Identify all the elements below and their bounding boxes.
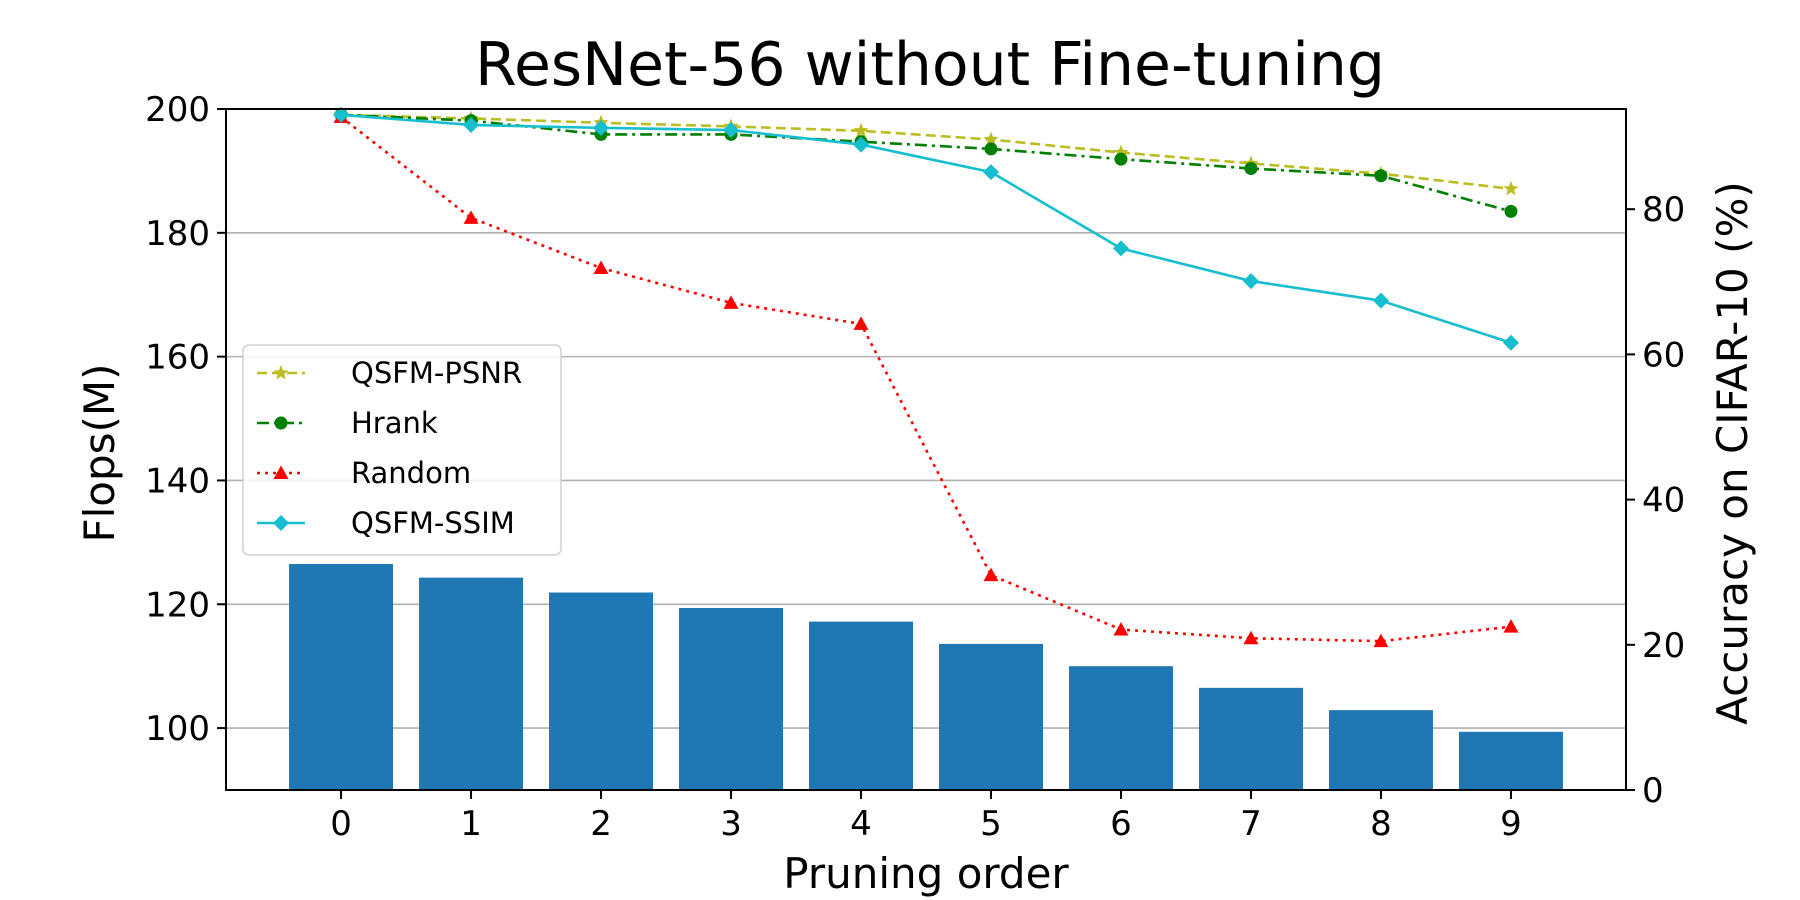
bar [1458,731,1563,790]
y2-axis-label: Accuracy on CIFAR-10 (%) [1708,181,1757,725]
series-marker [982,164,999,181]
legend-label: QSFM-SSIM [351,506,515,540]
y2-tick-label: 20 [1642,626,1685,666]
bar [809,621,914,790]
y-tick-label: 160 [145,338,210,378]
series-marker [1242,273,1259,290]
legend-label: Hrank [351,406,438,440]
legend-label: QSFM-PSNR [351,356,522,390]
x-tick-label: 4 [850,804,872,844]
series-marker [853,136,870,153]
x-tick-label: 8 [1370,804,1392,844]
y-tick-label: 200 [145,90,210,130]
x-tick-label: 0 [330,804,352,844]
y-tick-label: 120 [145,585,210,625]
legend-box [242,344,562,556]
series-line [340,113,1512,213]
series-marker [1504,204,1518,218]
y-tick-label: 140 [145,461,210,501]
series-marker [1112,240,1129,257]
series-marker [1374,169,1388,183]
series-marker [274,416,288,430]
y2-tick-label: 80 [1642,190,1685,230]
series-marker [1503,180,1519,196]
x-tick-label: 9 [1500,804,1522,844]
y2-tick-label: 60 [1642,335,1685,375]
series-line [340,115,1512,643]
plot-frame [225,108,1627,791]
bar [938,643,1043,790]
series-marker [853,122,869,138]
series-marker [984,142,998,156]
series-marker [273,515,289,531]
series-marker [593,119,610,136]
y-tick-label: 100 [145,709,210,749]
y-axis-label: Flops(M) [75,363,124,542]
x-tick-label: 6 [1110,804,1132,844]
series-marker [463,116,480,133]
bars [289,564,1563,790]
axes: 0 1 2 3 4 5 6 7 8 9 100 120 140 160 180 200 0 20 40 60 80 [145,90,1685,844]
series-marker [333,106,350,123]
x-tick-label: 1 [460,804,482,844]
series-lines [333,106,1519,648]
series-marker [593,260,609,274]
legend: QSFM-PSNR Hrank Random QSFM-SSIM [242,344,562,556]
legend-label: Random [351,456,471,490]
bar [679,607,784,790]
y2-tick-label: 0 [1642,771,1664,811]
bar [289,564,394,790]
bar [419,577,524,790]
x-tick-label: 3 [720,804,742,844]
x-tick-label: 5 [980,804,1002,844]
chart-title: ResNet-56 without Fine-tuning [475,30,1385,100]
series-marker [463,210,479,224]
series-marker [1502,334,1519,351]
series-marker [983,131,999,146]
series-marker [983,567,999,582]
series-marker [1113,622,1129,636]
series-marker [1113,144,1129,160]
bar [1328,710,1433,790]
series-marker [273,365,289,380]
x-tick-label: 7 [1240,804,1262,844]
series-marker [723,295,739,309]
bar [549,592,654,790]
series-marker [1373,633,1389,648]
series-marker [1114,152,1128,166]
series-marker [723,122,740,139]
bar [1198,687,1303,790]
series-marker [1503,619,1519,633]
bar [1068,666,1173,790]
series-marker [1244,162,1258,176]
x-axis-label: Pruning order [783,849,1069,898]
series-marker [1372,292,1389,309]
y-tick-label: 180 [145,214,210,254]
y2-tick-label: 40 [1642,481,1685,521]
series-marker [853,316,869,330]
series-line [341,113,1512,191]
x-tick-label: 2 [590,804,612,844]
series-line [340,113,1512,345]
series-marker [1243,630,1259,645]
series-marker [273,465,289,479]
